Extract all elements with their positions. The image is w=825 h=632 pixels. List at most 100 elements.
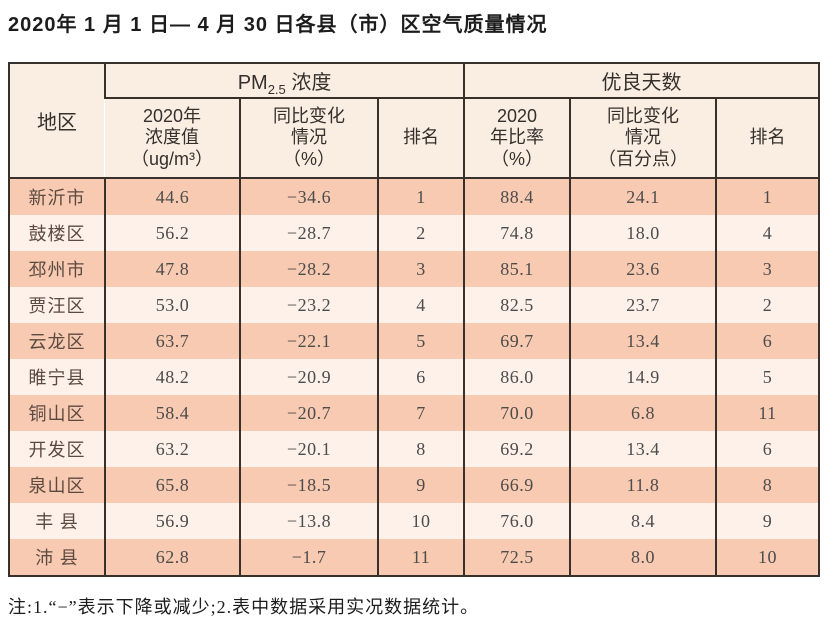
region-cell: 沛 县 bbox=[35, 548, 79, 568]
pm-value-cell: 63.2 bbox=[104, 431, 240, 467]
pm-value-cell: 56.9 bbox=[104, 503, 240, 539]
good-change-cell: 11.8 bbox=[569, 467, 717, 503]
region-cell: 邳州市 bbox=[28, 260, 86, 280]
pm-value-cell: 48.2 bbox=[104, 359, 240, 395]
pm25-label-rest: 浓度 bbox=[285, 72, 332, 94]
table-row: 云龙区 63.7 −22.1 5 69.7 13.4 6 bbox=[9, 323, 820, 359]
col-header-good-rate: 2020 年比率 （%） bbox=[463, 98, 571, 179]
pm-change-cell: −20.7 bbox=[239, 395, 378, 431]
pm-change-cell: −18.5 bbox=[239, 467, 378, 503]
good-rank-cell: 3 bbox=[715, 251, 820, 287]
table-row: 泉山区 65.8 −18.5 9 66.9 11.8 8 bbox=[9, 467, 820, 503]
pm-rank-cell: 2 bbox=[376, 215, 465, 251]
region-cell: 鼓楼区 bbox=[28, 224, 86, 244]
good-change-cell: 13.4 bbox=[569, 323, 717, 359]
group-header-row: 地区 PM2.5 浓度 优良天数 bbox=[9, 63, 820, 179]
region-cell: 贾汪区 bbox=[28, 296, 86, 316]
pm-rank-cell: 11 bbox=[376, 539, 465, 576]
region-cell: 云龙区 bbox=[28, 332, 86, 352]
table-row: 鼓楼区 56.2 −28.7 2 74.8 18.0 4 bbox=[9, 215, 820, 251]
table-row: 新沂市 44.6 −34.6 1 88.4 24.1 1 bbox=[9, 178, 820, 215]
good-rate-cell: 88.4 bbox=[463, 178, 571, 215]
good-rate-cell: 72.5 bbox=[463, 539, 571, 576]
pm-value-cell: 53.0 bbox=[104, 287, 240, 323]
pm-rank-cell: 10 bbox=[376, 503, 465, 539]
pm-rank-cell: 1 bbox=[376, 178, 465, 215]
good-rank-cell: 4 bbox=[715, 215, 820, 251]
good-rank-cell: 9 bbox=[715, 503, 820, 539]
pm-change-cell: −28.2 bbox=[239, 251, 378, 287]
pm-change-cell: −28.7 bbox=[239, 215, 378, 251]
group-header-good-days: 优良天数 bbox=[463, 63, 820, 99]
pm-value-cell: 65.8 bbox=[104, 467, 240, 503]
pm-change-cell: −23.2 bbox=[239, 287, 378, 323]
table-row: 邳州市 47.8 −28.2 3 85.1 23.6 3 bbox=[9, 251, 820, 287]
table-row: 睢宁县 48.2 −20.9 6 86.0 14.9 5 bbox=[9, 359, 820, 395]
pm-rank-cell: 6 bbox=[376, 359, 465, 395]
col-header-good-change: 同比变化 情况 （百分点） bbox=[569, 98, 717, 179]
table-row: 贾汪区 53.0 −23.2 4 82.5 23.7 2 bbox=[9, 287, 820, 323]
pm-rank-cell: 3 bbox=[376, 251, 465, 287]
good-rank-cell: 6 bbox=[715, 323, 820, 359]
table-header: 地区 PM2.5 浓度 优良天数 2020年 浓度值 （ug/m³） 同比变化 … bbox=[9, 63, 820, 179]
good-rank-cell: 10 bbox=[715, 539, 820, 576]
good-change-cell: 8.4 bbox=[569, 503, 717, 539]
page-title: 2020年 1 月 1 日— 4 月 30 日各县（市）区空气质量情况 bbox=[8, 14, 548, 36]
pm-rank-cell: 7 bbox=[376, 395, 465, 431]
pm-value-cell: 56.2 bbox=[104, 215, 240, 251]
air-quality-table: 地区 PM2.5 浓度 优良天数 2020年 浓度值 （ug/m³） 同比变化 … bbox=[8, 62, 821, 577]
pm25-label-main: PM bbox=[237, 72, 268, 94]
good-change-cell: 14.9 bbox=[569, 359, 717, 395]
col-header-pm-change: 同比变化 情况 （%） bbox=[239, 98, 378, 179]
good-rank-cell: 1 bbox=[715, 178, 820, 215]
good-rank-cell: 6 bbox=[715, 431, 820, 467]
table-body: 新沂市 44.6 −34.6 1 88.4 24.1 1 鼓楼区 56.2 −28.7 2 74.8 1… bbox=[9, 178, 820, 576]
pm-change-cell: −22.1 bbox=[239, 323, 378, 359]
good-rate-cell: 85.1 bbox=[463, 251, 571, 287]
region-cell: 丰 县 bbox=[35, 512, 79, 532]
pm-change-cell: −20.1 bbox=[239, 431, 378, 467]
good-change-cell: 24.1 bbox=[569, 178, 717, 215]
pm-change-cell: −13.8 bbox=[239, 503, 378, 539]
col-header-pm-rank: 排名 bbox=[376, 98, 465, 179]
good-rate-cell: 82.5 bbox=[463, 287, 571, 323]
good-rate-cell: 66.9 bbox=[463, 467, 571, 503]
pm-rank-cell: 5 bbox=[376, 323, 465, 359]
pm-value-cell: 62.8 bbox=[104, 539, 240, 576]
table-row: 丰 县 56.9 −13.8 10 76.0 8.4 9 bbox=[9, 503, 820, 539]
good-rank-cell: 5 bbox=[715, 359, 820, 395]
region-cell: 铜山区 bbox=[28, 404, 86, 424]
sub-header-row: 2020年 浓度值 （ug/m³） 同比变化 情况 （%） 排名 2020 年比… bbox=[9, 98, 820, 179]
region-cell: 新沂市 bbox=[28, 188, 86, 208]
col-header-good-rank: 排名 bbox=[715, 98, 820, 179]
pm-rank-cell: 9 bbox=[376, 467, 465, 503]
region-cell: 泉山区 bbox=[28, 476, 86, 496]
pm-change-cell: −34.6 bbox=[239, 178, 378, 215]
good-change-cell: 8.0 bbox=[569, 539, 717, 576]
pm-rank-cell: 8 bbox=[376, 431, 465, 467]
pm-value-cell: 63.7 bbox=[104, 323, 240, 359]
pm-value-cell: 44.6 bbox=[104, 178, 240, 215]
good-change-cell: 18.0 bbox=[569, 215, 717, 251]
region-cell: 睢宁县 bbox=[28, 368, 86, 388]
good-rate-cell: 69.2 bbox=[463, 431, 571, 467]
good-change-cell: 23.7 bbox=[569, 287, 717, 323]
good-change-cell: 23.6 bbox=[569, 251, 717, 287]
table-row: 开发区 63.2 −20.1 8 69.2 13.4 6 bbox=[9, 431, 820, 467]
good-rate-cell: 70.0 bbox=[463, 395, 571, 431]
good-rate-cell: 74.8 bbox=[463, 215, 571, 251]
good-rank-cell: 2 bbox=[715, 287, 820, 323]
pm-change-cell: −1.7 bbox=[239, 539, 378, 576]
pm-value-cell: 47.8 bbox=[104, 251, 240, 287]
col-header-region: 地区 bbox=[9, 63, 105, 179]
good-rate-cell: 86.0 bbox=[463, 359, 571, 395]
region-cell: 开发区 bbox=[28, 440, 86, 460]
good-rate-cell: 69.7 bbox=[463, 323, 571, 359]
table-row: 铜山区 58.4 −20.7 7 70.0 6.8 11 bbox=[9, 395, 820, 431]
group-header-pm25: PM2.5 浓度 bbox=[103, 63, 465, 99]
good-rank-cell: 8 bbox=[715, 467, 820, 503]
pm-change-cell: −20.9 bbox=[239, 359, 378, 395]
good-change-cell: 6.8 bbox=[569, 395, 717, 431]
col-header-pm-value: 2020年 浓度值 （ug/m³） bbox=[105, 98, 240, 179]
table-row: 沛 县 62.8 −1.7 11 72.5 8.0 10 bbox=[9, 539, 820, 576]
